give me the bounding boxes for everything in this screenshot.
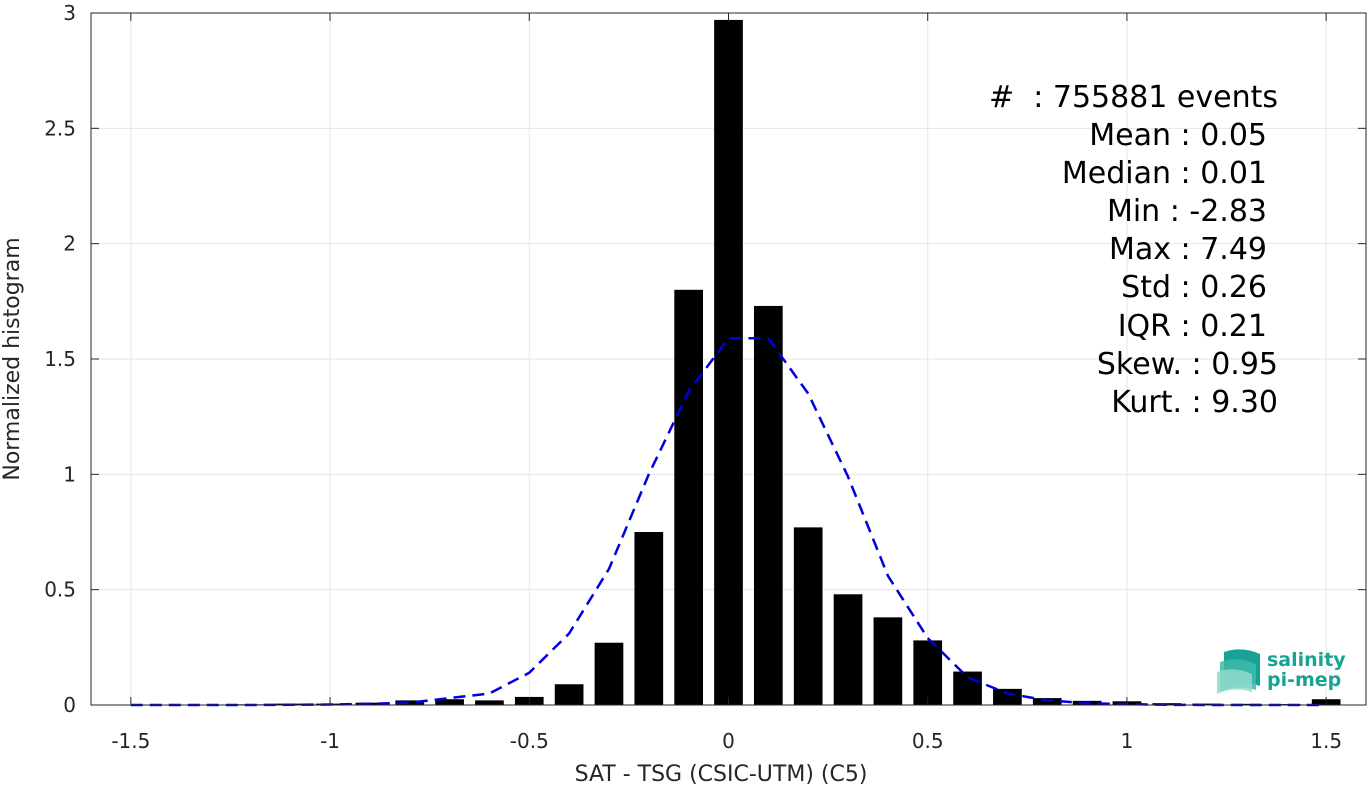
y-tick-label: 0	[63, 693, 76, 717]
stat-mean: Mean : 0.05	[1089, 118, 1267, 153]
logo-line-1: salinity	[1267, 649, 1346, 671]
histogram-bar	[594, 642, 624, 705]
histogram-bar	[913, 640, 943, 705]
logo-line-2: pi-mep	[1267, 669, 1341, 691]
histogram-bar	[634, 532, 664, 705]
ticks: -1.5 -1 -0.5 0 0.5 1 1.5 0 0.5 1 1.5 2 2.5 3	[44, 1, 1366, 753]
histogram-bar	[475, 700, 504, 705]
histogram-bar	[833, 594, 863, 705]
y-tick-label: 1	[63, 462, 76, 486]
histogram-bar	[395, 700, 425, 705]
x-tick-label: -1.5	[111, 729, 150, 753]
histogram-bar	[674, 289, 703, 705]
histogram-bar	[793, 527, 823, 705]
histogram-bar	[953, 671, 982, 705]
x-tick-label: 1.5	[1310, 729, 1342, 753]
y-tick-label: 2.5	[44, 116, 76, 140]
x-tick-label: 1	[1121, 729, 1134, 753]
x-tick-label: 0	[722, 729, 735, 753]
stat-kurt: Kurt. : 9.30	[1111, 385, 1278, 420]
wave-logo-icon	[1217, 649, 1260, 694]
histogram-bar	[1192, 703, 1221, 705]
stats-box: # : 755881 events Mean : 0.05 Median : 0…	[989, 80, 1278, 420]
stat-median: Median : 0.01	[1062, 156, 1267, 191]
y-axis-label: Normalized histogram	[0, 237, 25, 480]
x-tick-label: -1	[320, 729, 340, 753]
stat-std: Std : 0.26	[1121, 270, 1267, 305]
histogram-bar	[714, 19, 743, 706]
histogram-bar	[554, 684, 584, 705]
stat-events: # : 755881 events	[989, 80, 1278, 115]
stat-skew: Skew. : 0.95	[1097, 347, 1278, 382]
histogram-bar	[754, 305, 783, 705]
x-axis-label: SAT - TSG (CSIC-UTM) (C5)	[575, 762, 868, 785]
histogram-bar	[1232, 703, 1261, 705]
y-tick-label: 1.5	[44, 347, 76, 371]
bars	[116, 19, 1341, 706]
x-tick-label: 0.5	[912, 729, 944, 753]
stat-min: Min : -2.83	[1107, 194, 1267, 229]
salinity-pi-mep-logo: salinity pi-mep	[1217, 649, 1346, 694]
y-tick-label: 0.5	[44, 578, 76, 602]
x-tick-label: -0.5	[510, 729, 549, 753]
stat-max: Max : 7.49	[1109, 232, 1267, 267]
histogram-bar	[993, 688, 1022, 705]
y-tick-label: 3	[63, 1, 76, 25]
histogram-bar	[873, 617, 903, 705]
stat-iqr: IQR : 0.21	[1118, 309, 1267, 344]
histogram-bar	[435, 699, 464, 705]
y-tick-label: 2	[63, 232, 76, 256]
